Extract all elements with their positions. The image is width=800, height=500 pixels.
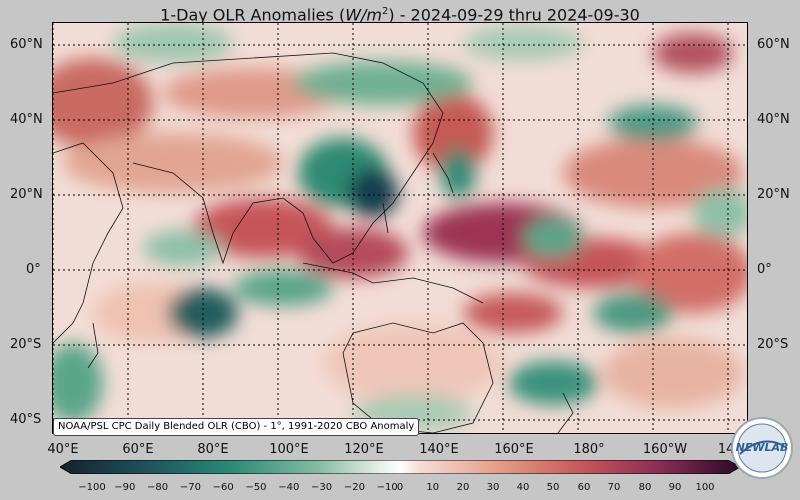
colorbar-tick: −60 [212, 482, 234, 493]
colorbar-tick: −20 [343, 482, 365, 493]
lat-label-right: 20°N [757, 187, 790, 202]
colorbar-tick: 20 [456, 482, 470, 493]
lon-label: 80°E [197, 442, 229, 457]
colorbar-tick: 10 [426, 482, 440, 493]
colorbar-tick: 50 [546, 482, 560, 493]
colorbar-tick: 100 [695, 482, 715, 493]
graticule [53, 23, 747, 433]
lat-label-left: 60°N [10, 37, 43, 52]
lat-label-right: 20°S [757, 337, 789, 352]
colorbar [60, 460, 740, 474]
coastlines [53, 52, 574, 433]
lon-label: 160°E [494, 442, 534, 457]
colorbar-tick: −10 [376, 482, 398, 493]
lon-label: 100°E [269, 442, 309, 457]
colorbar-tick: 70 [607, 482, 621, 493]
colorbar-tick: 30 [486, 482, 500, 493]
lon-label: 160°W [642, 442, 688, 457]
lat-label-left: 40°N [10, 112, 43, 127]
lon-label: 180° [573, 442, 605, 457]
colorbar-tick: 60 [577, 482, 591, 493]
logo-text: NEWLAB [736, 441, 789, 454]
lat-label-right: 0° [757, 262, 772, 277]
lat-label-right: 40°N [757, 112, 790, 127]
lon-label: 140°E [419, 442, 459, 457]
colorbar-tick: 40 [516, 482, 530, 493]
data-credit: NOAA/PSL CPC Daily Blended OLR (CBO) - 1… [53, 418, 420, 436]
lat-label-left: 40°S [10, 412, 42, 427]
map-title: 1-Day OLR Anomalies (W/m2) - 2024-09-29 … [160, 5, 640, 25]
lon-label: 120°E [344, 442, 384, 457]
colorbar-tick: −80 [147, 482, 169, 493]
colorbar-tick: 80 [638, 482, 652, 493]
colorbar-tick: −30 [311, 482, 333, 493]
colorbar-tick: −40 [278, 482, 300, 493]
lat-label-left: 20°S [10, 337, 42, 352]
lat-label-left: 20°N [10, 187, 43, 202]
lon-label: 40°E [47, 442, 79, 457]
colorbar-tick: −50 [245, 482, 267, 493]
lat-label-left: 0° [26, 262, 41, 277]
colorbar-tick: −100 [78, 482, 106, 493]
anomaly-map [52, 22, 748, 434]
lon-label: 60°E [122, 442, 154, 457]
colorbar-tick: −90 [114, 482, 136, 493]
colorbar-tick: −70 [179, 482, 201, 493]
lat-label-right: 60°N [757, 37, 790, 52]
map-canvas [53, 23, 747, 433]
colorbar-tick: 0 [396, 482, 404, 493]
colorbar-tick: 90 [668, 482, 682, 493]
lab-logo-icon: NEWLAB [731, 417, 793, 479]
